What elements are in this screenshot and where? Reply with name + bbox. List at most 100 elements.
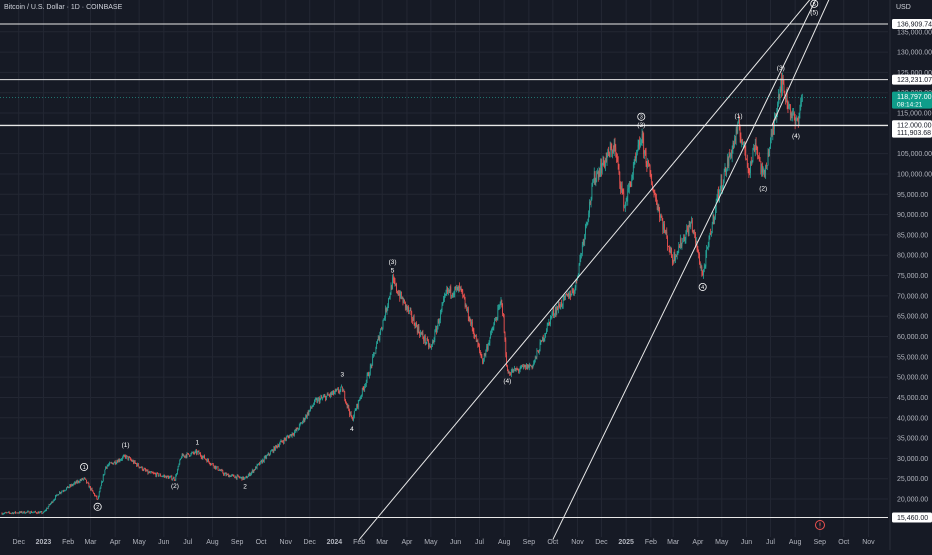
candle-body [408,310,410,312]
x-tick-label: Jul [475,539,484,546]
candle-body [242,476,244,480]
alert-icon[interactable] [815,520,825,530]
x-tick-label: 2023 [36,539,52,546]
candle-body [307,412,309,415]
candle-body [372,356,374,366]
symbol-title[interactable]: Bitcoin / U.S. Dollar · 1D · COINBASE [4,4,123,11]
currency-label[interactable]: USD [896,4,911,11]
candle-body [6,512,8,514]
candle-body [512,369,514,373]
candle-body [157,472,158,474]
candle-body [524,365,526,367]
candle-body [377,339,378,344]
candle-body [585,224,586,235]
candle-body [449,286,451,292]
time-axis[interactable]: Dec 2023 Feb Mar Apr May Jun Jul Aug Sep Oct Nov Dec… [13,539,876,546]
candle-body [122,457,123,460]
candle-body [481,356,483,359]
candle-body [3,513,4,515]
candle-body [576,279,578,281]
candle-body [196,451,198,454]
candle-body [141,466,143,471]
x-tick-label: Apr [692,539,704,546]
trendline[interactable] [358,0,851,541]
candle-body [508,372,510,374]
candle-body [315,399,317,400]
candle-body [536,350,538,358]
candle-body [471,321,472,325]
candle-body [117,461,118,463]
candle-body [392,277,393,289]
candle-body [797,119,799,123]
candle-body [169,476,171,478]
candle-body [725,167,727,175]
candle-body [713,215,715,222]
candle-body [789,104,790,106]
candle-body [667,237,668,247]
candle-body [13,512,15,514]
candle-body [7,512,8,513]
candle-body [391,285,393,289]
candle-body [587,218,589,224]
candle-body [557,307,558,310]
candle-body [90,488,92,490]
candle-body [55,495,56,500]
candle-body [262,459,264,464]
candles [1,72,803,515]
candle-body [483,359,484,364]
candle-body [15,512,17,514]
candle-body [758,155,760,161]
candle-body [579,258,581,265]
trendline[interactable] [552,0,820,540]
candle-body [452,294,453,296]
y-tick-label: 40,000.00 [897,415,928,422]
candle-body [735,129,737,142]
candle-body [658,206,660,210]
candle-body [291,434,292,437]
candle-body [14,511,16,513]
candle-body [768,152,770,157]
candle-body [695,240,697,244]
x-tick-label: Aug [498,539,511,546]
candle-body [294,431,295,435]
candle-body [205,459,207,460]
candle-body [636,153,637,158]
candle-body [15,511,16,514]
candle-body [702,274,704,276]
candle-body [531,365,533,368]
candle-body [56,494,58,496]
candle-body [18,512,20,514]
candle-body [526,364,527,369]
candle-body [795,119,797,124]
candle-body [683,237,685,241]
candle-body [139,467,141,468]
y-tick-label: 135,000.00 [897,29,932,36]
candle-body [119,460,121,461]
candle-body [77,480,79,483]
candle-body [628,182,630,189]
candle-body [486,346,487,351]
candle-body [699,254,700,265]
wave-label: (3) [777,65,785,72]
candle-body [728,154,730,167]
candle-body [779,88,781,99]
candle-body [192,451,193,453]
candle-body [256,464,258,469]
trendline[interactable] [771,0,855,126]
candle-body [394,281,396,285]
candle-body [173,477,175,480]
candle-body [436,326,438,333]
candle-body [522,365,524,367]
candle-body [319,398,321,403]
candle-body [183,455,185,457]
candle-body [510,374,511,376]
candle-body [652,190,654,192]
candle-body [9,512,11,514]
level-price-tag [892,127,932,138]
candle-body [296,428,298,431]
candle-body [165,476,166,477]
candle-body [786,91,788,106]
candle-body [773,125,774,129]
candle-body [753,147,755,150]
